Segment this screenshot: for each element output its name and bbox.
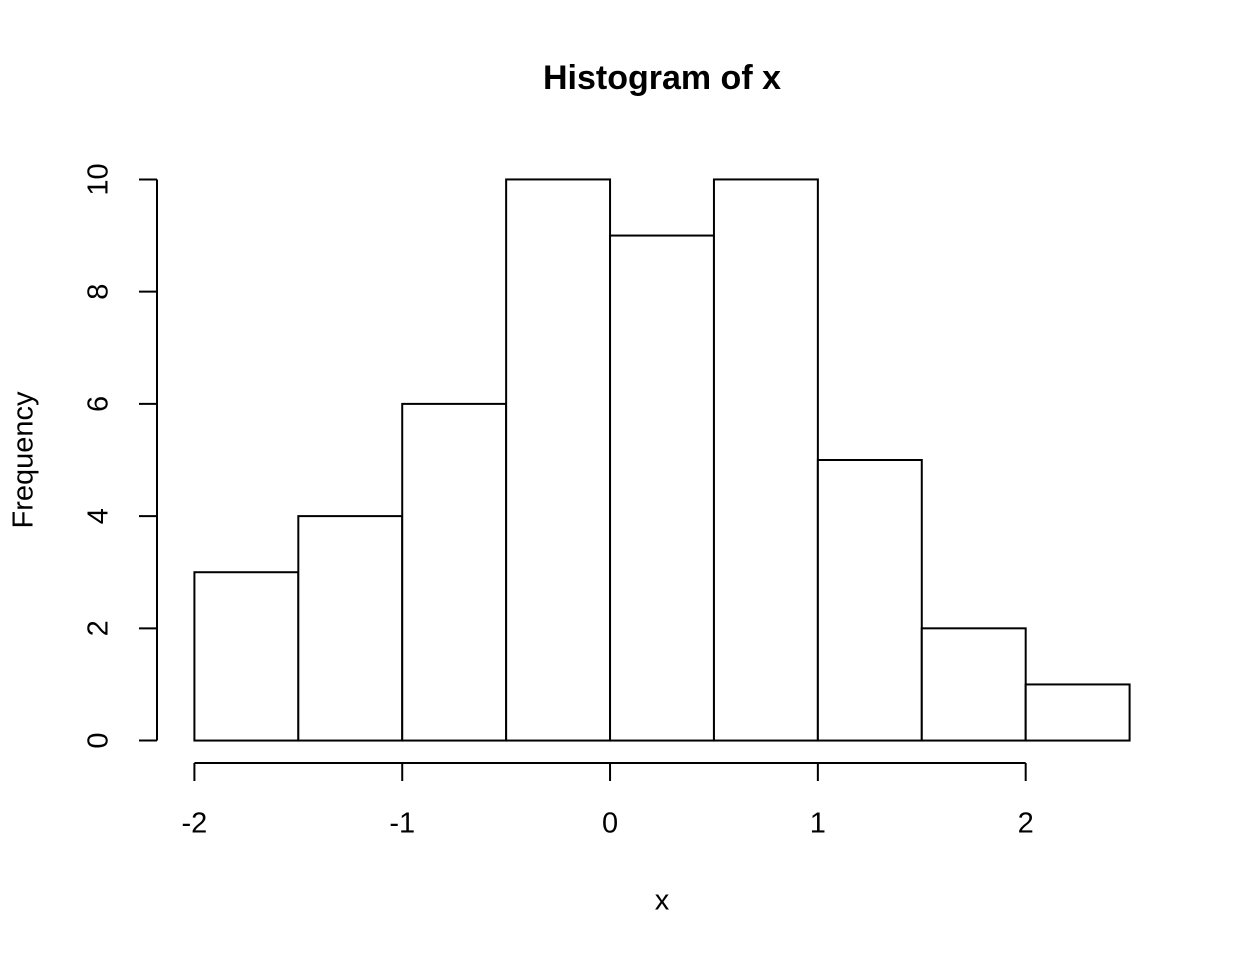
y-tick-label: 6: [83, 396, 115, 412]
x-axis-title: x: [655, 885, 670, 917]
y-tick-label: 2: [83, 620, 115, 636]
bar: [920, 627, 1027, 742]
y-tick-label: 8: [83, 284, 115, 300]
bar: [609, 234, 715, 742]
y-axis-title: Frequency: [8, 391, 40, 529]
x-tick-label: -1: [389, 808, 415, 840]
bar: [401, 402, 508, 742]
y-tick-label: 4: [83, 508, 115, 524]
x-tick-label: 0: [602, 808, 618, 840]
x-tick-label: 1: [810, 808, 826, 840]
y-tick-label: 0: [83, 732, 115, 748]
bar: [816, 459, 923, 742]
x-tick-label: -2: [182, 808, 208, 840]
y-tick-label: 10: [83, 163, 115, 195]
bar: [505, 178, 612, 742]
bar: [1024, 683, 1131, 742]
bar: [712, 178, 819, 742]
bar: [193, 571, 300, 742]
chart-title: Histogram of x: [543, 59, 781, 97]
bar: [297, 515, 404, 742]
x-tick-label: 2: [1018, 808, 1034, 840]
